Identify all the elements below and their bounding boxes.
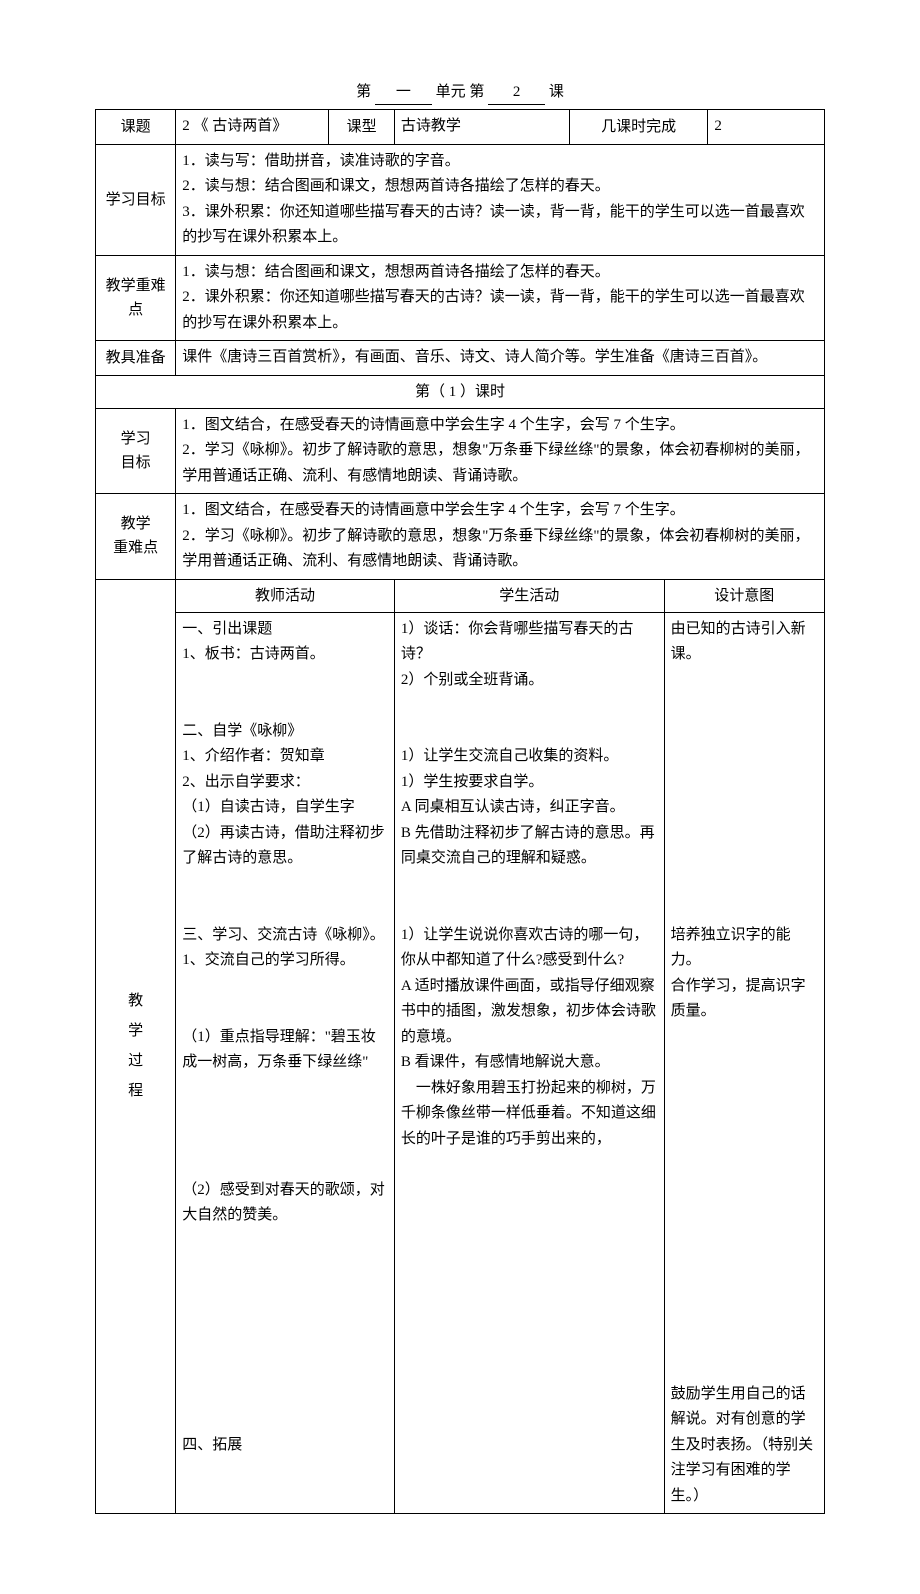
title-unit-label: 单元 第 (436, 84, 485, 100)
sub-difficulties-content: 1．图文结合，在感受春天的诗情画意中学会生字 4 个生字，会写 7 个生字。2．… (176, 494, 825, 580)
period-prefix: 第（ (415, 384, 445, 400)
type-value: 古诗教学 (394, 110, 569, 145)
tools-row: 教具准备 课件《唐诗三百首赏析》，有画面、音乐、诗文、诗人简介等。学生准备《唐诗… (96, 341, 825, 376)
tools-content: 课件《唐诗三百首赏析》，有画面、音乐、诗文、诗人简介等。学生准备《唐诗三百首》。 (176, 341, 825, 376)
design-intent: 由已知的古诗引入新课。培养独立识字的能力。合作学习，提高识字质量。鼓励学生用自己… (664, 612, 824, 1514)
type-label: 课型 (329, 110, 395, 145)
student-activity: 1）谈话：你会背哪些描写春天的古诗？2）个别或全班背诵。1）让学生交流自己收集的… (394, 612, 664, 1514)
unit-number: 一 (375, 80, 432, 105)
period-row: 第（ 1 ）课时 (96, 375, 825, 408)
topic-label: 课题 (96, 110, 176, 145)
teacher-header: 教师活动 (176, 579, 395, 612)
topic-title: 2 《 古诗两首》 (176, 110, 329, 145)
teacher-activity: 一、引出课题1、板书：古诗两首。二、自学《咏柳》1、介绍作者：贺知章2、出示自学… (176, 612, 395, 1514)
intent-header: 设计意图 (664, 579, 824, 612)
difficulties-content: 1．读与想：结合图画和课文，想想两首诗各描绘了怎样的春天。2．课外积累：你还知道… (176, 255, 825, 341)
sub-objectives-label: 学习目标 (96, 408, 176, 494)
objectives-label: 学习目标 (96, 144, 176, 255)
period-num: 1 (449, 384, 457, 400)
topic-row: 课题 2 《 古诗两首》 课型 古诗教学 几课时完成 2 (96, 110, 825, 145)
student-header: 学生活动 (394, 579, 664, 612)
process-content-row: 一、引出课题1、板书：古诗两首。二、自学《咏柳》1、介绍作者：贺知章2、出示自学… (96, 612, 825, 1514)
lesson-header: 第 一 单元 第 2 课 (95, 80, 825, 105)
process-label: 教学过程 (96, 579, 176, 1514)
title-prefix: 第 (356, 84, 371, 100)
objectives-content: 1．读与写：借助拼音，读准诗歌的字音。2．读与想：结合图画和课文，想想两首诗各描… (176, 144, 825, 255)
periods-label: 几课时完成 (569, 110, 708, 145)
period-cell: 第（ 1 ）课时 (96, 375, 825, 408)
sub-objectives-row: 学习目标 1．图文结合，在感受春天的诗情画意中学会生字 4 个生字，会写 7 个… (96, 408, 825, 494)
period-suffix: ）课时 (460, 384, 505, 400)
sub-difficulties-row: 教学重难点 1．图文结合，在感受春天的诗情画意中学会生字 4 个生字，会写 7 … (96, 494, 825, 580)
lesson-number: 2 (488, 80, 545, 105)
objectives-row: 学习目标 1．读与写：借助拼音，读准诗歌的字音。2．读与想：结合图画和课文，想想… (96, 144, 825, 255)
process-header-row: 教学过程 教师活动 学生活动 设计意图 (96, 579, 825, 612)
sub-difficulties-label: 教学重难点 (96, 494, 176, 580)
tools-label: 教具准备 (96, 341, 176, 376)
periods-value: 2 (708, 110, 825, 145)
title-suffix: 课 (549, 84, 564, 100)
lesson-plan-table: 课题 2 《 古诗两首》 课型 古诗教学 几课时完成 2 学习目标 1．读与写：… (95, 109, 825, 1514)
sub-objectives-content: 1．图文结合，在感受春天的诗情画意中学会生字 4 个生字，会写 7 个生字。2．… (176, 408, 825, 494)
difficulties-label: 教学重难点 (96, 255, 176, 341)
difficulties-row: 教学重难点 1．读与想：结合图画和课文，想想两首诗各描绘了怎样的春天。2．课外积… (96, 255, 825, 341)
